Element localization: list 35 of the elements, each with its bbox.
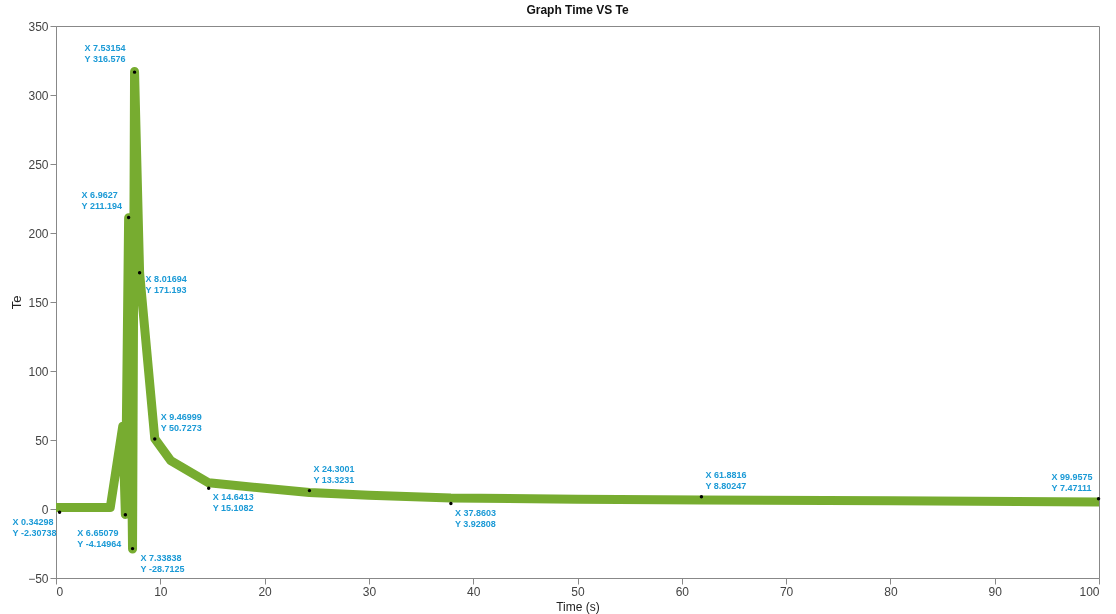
x-tick-label: 100	[1079, 584, 1100, 599]
annotation: X 24.3001 Y 13.3231	[313, 463, 355, 485]
annotation: X 7.53154 Y 316.576	[84, 43, 126, 65]
x-tick-label: 30	[362, 584, 377, 599]
y-tick-label: 50	[35, 433, 49, 448]
annotation: X 37.8603 Y 3.92808	[454, 507, 496, 529]
annotation: X 61.8816 Y 8.80247	[705, 469, 747, 491]
x-tick-label: 60	[675, 584, 690, 599]
chart-title: Graph Time VS Te	[526, 3, 629, 17]
x-axis-title: Time (s)	[556, 599, 600, 614]
y-tick-label: 250	[28, 157, 49, 172]
annotation: X 6.9627 Y 211.194	[81, 189, 123, 211]
x-tick-label: 70	[779, 584, 794, 599]
annotation: X 8.01694 Y 171.193	[145, 273, 187, 295]
y-tick-label: 350	[28, 19, 49, 34]
x-tick-label: 80	[884, 584, 898, 599]
y-tick-label: 200	[28, 226, 49, 241]
annotation: X 14.6413 Y 15.1082	[212, 492, 254, 514]
annotation: X 7.33838 Y -28.7125	[140, 552, 185, 574]
y-tick-label: 100	[28, 364, 49, 379]
y-tick-label: 300	[28, 88, 49, 103]
x-tick-label: 50	[571, 584, 585, 599]
annotation: X 99.9575 Y 7.47111	[1051, 471, 1093, 493]
x-tick-label: 20	[258, 584, 273, 599]
x-tick-label: 90	[988, 584, 1003, 599]
y-axis-title: Te	[9, 295, 25, 310]
x-tick-label: 0	[56, 584, 64, 599]
annotation: X 0.34298 Y -2.30738	[12, 517, 57, 539]
x-tick-label: 10	[154, 584, 168, 599]
y-tick-label: 0	[41, 502, 49, 517]
y-tick-label: −50	[28, 571, 49, 586]
annotation: X 6.65079 Y -4.14964	[77, 527, 122, 549]
annotation: X 9.46999 Y 50.7273	[160, 412, 202, 433]
y-tick-label: 150	[28, 295, 49, 310]
x-tick-label: 40	[467, 584, 481, 599]
